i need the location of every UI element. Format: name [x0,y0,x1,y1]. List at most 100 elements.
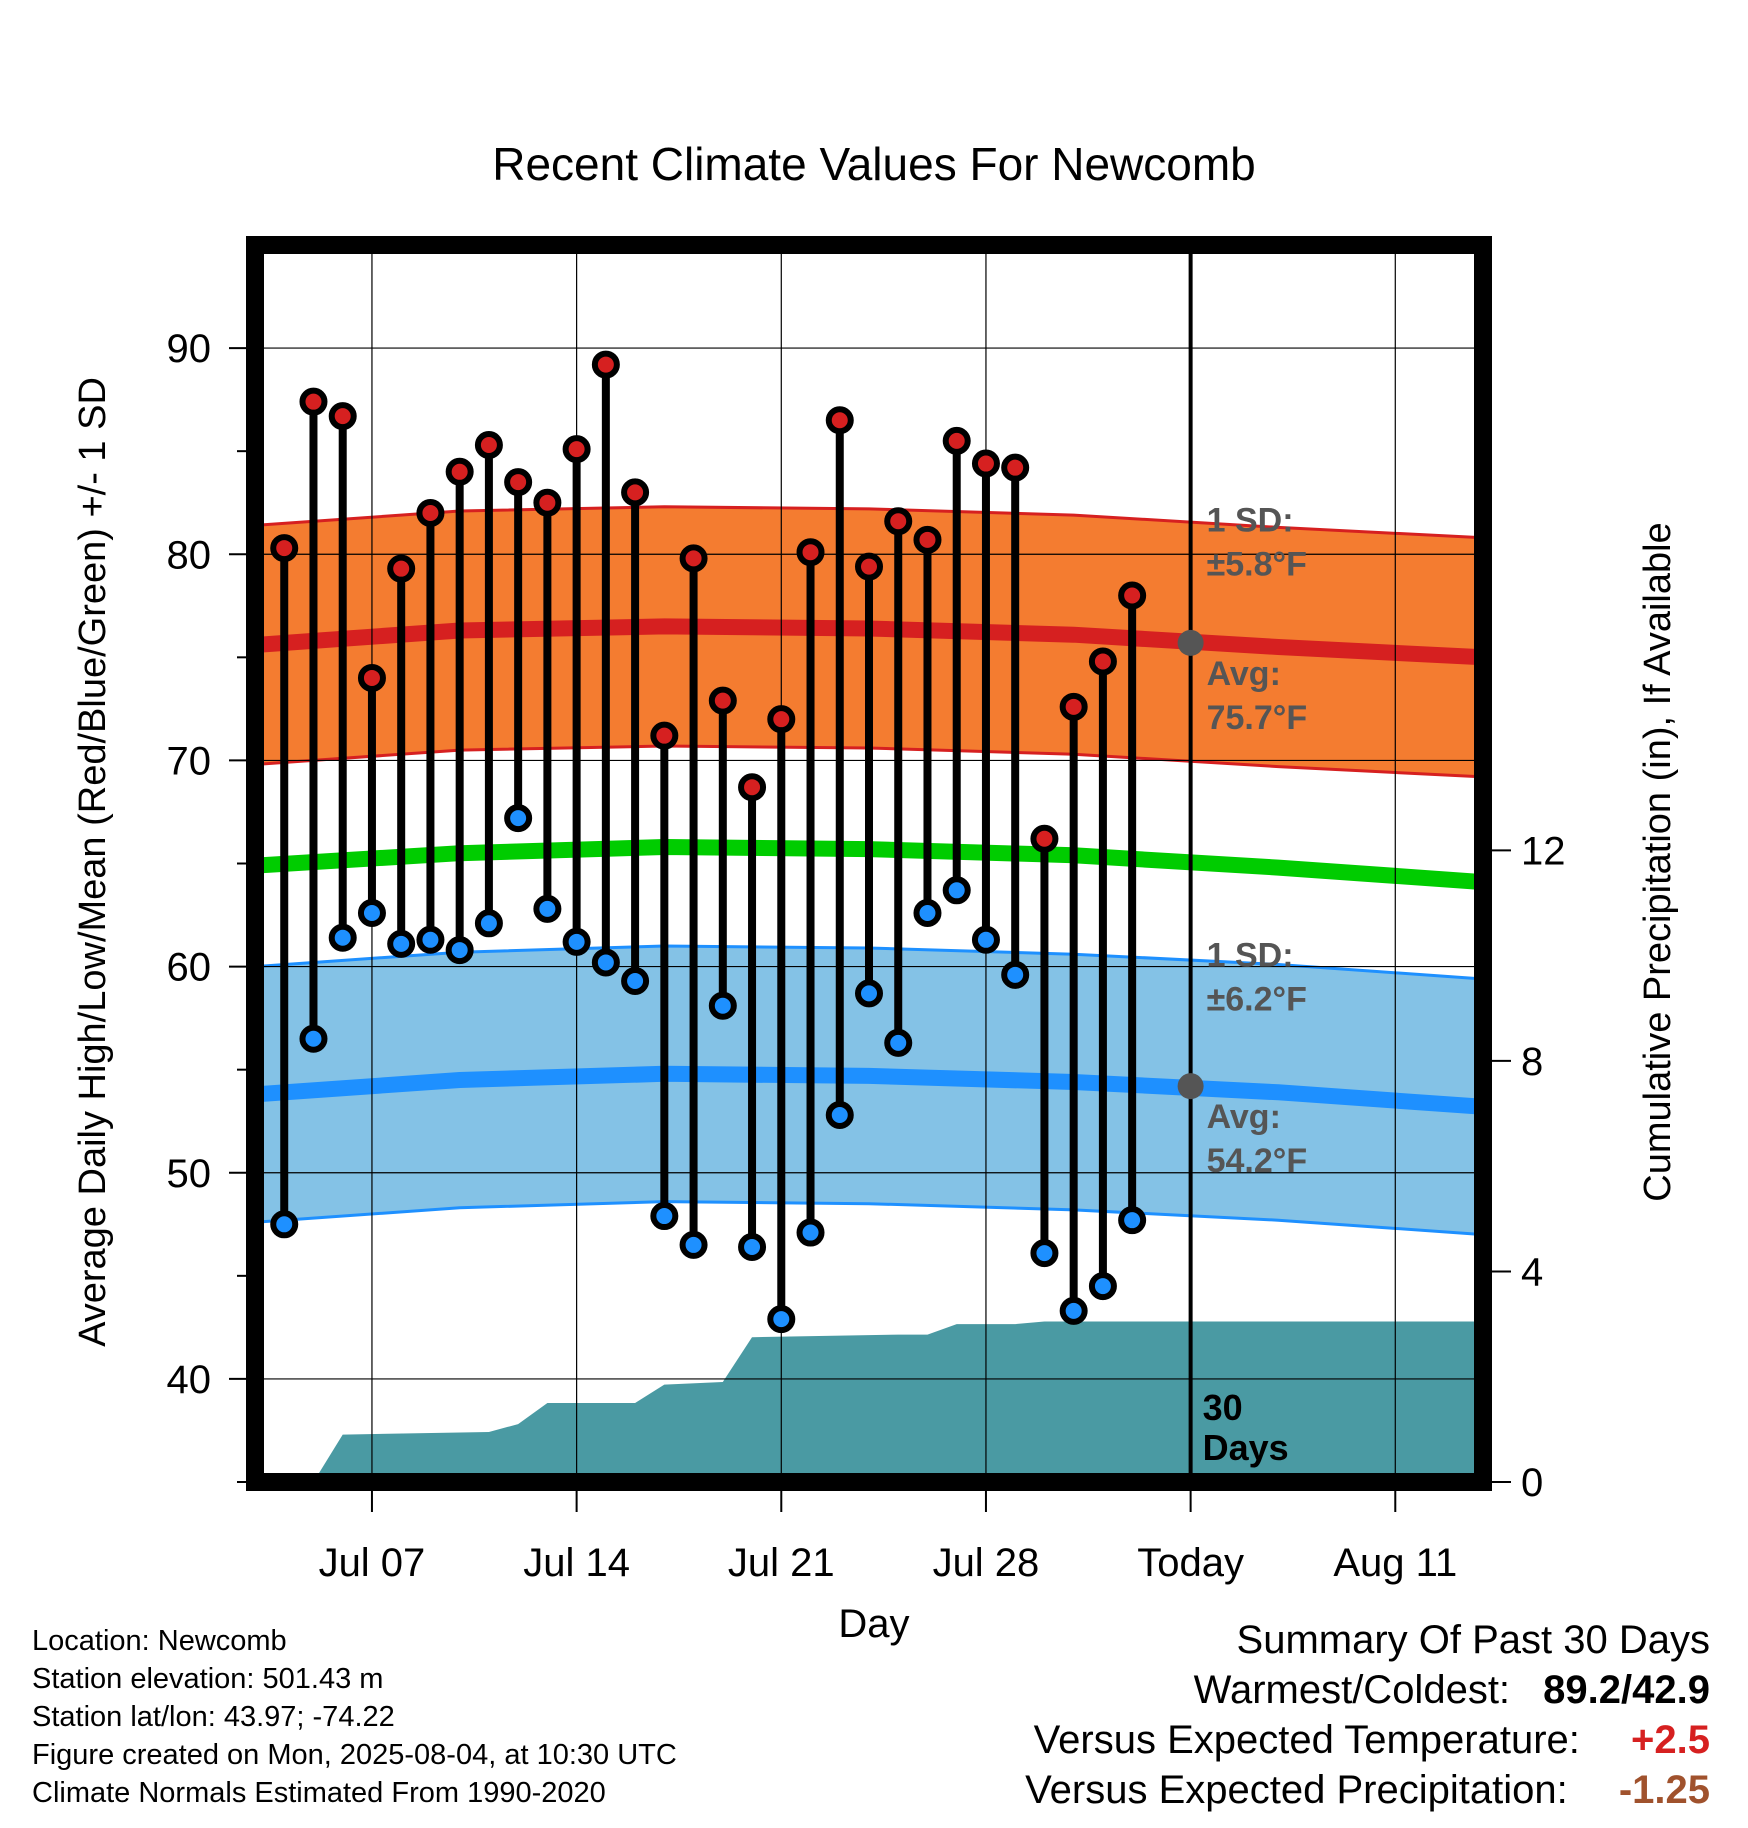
y-tick-label: 90 [167,327,212,371]
summary-heading: Summary Of Past 30 Days [1236,1618,1710,1662]
daily-high-point [270,534,299,563]
daily-low-point [708,991,737,1020]
high-avg-value: 75.7°F [1207,699,1308,737]
daily-high-point [533,488,562,517]
daily-high-point [942,426,971,455]
daily-low-point [416,925,445,954]
high-sd-label: 1 SD: [1207,501,1294,539]
daily-low-point [738,1232,767,1261]
daily-high-point [504,468,533,497]
daily-high-point [708,686,737,715]
daily-low-point [1001,960,1030,989]
daily-low-point [504,804,533,833]
daily-high-point [825,406,854,435]
daily-low-point [270,1210,299,1239]
precip-label: Versus Expected Precipitation: [1025,1768,1568,1812]
daily-high-point [971,449,1000,478]
daily-high-point [562,435,591,464]
daily-low-point [650,1202,679,1231]
daily-high-point [1030,824,1059,853]
daily-high-point [1001,453,1030,482]
daily-low-point [357,898,386,927]
daily-high-point [1118,581,1147,610]
summary-warm-cold: Warmest/Coldest: 89.2/42.9 [1194,1668,1710,1713]
y2-tick-label: 0 [1521,1461,1543,1505]
high-sd-value: ±5.8°F [1207,545,1307,583]
daily-low-point [299,1024,328,1053]
summary-temp: Versus Expected Temperature: +2.5 [1034,1718,1710,1763]
daily-low-point [855,979,883,1008]
y-tick-label: 40 [167,1358,212,1402]
y-axis-title: Average Daily High/Low/Mean (Red/Blue/Gr… [72,377,114,1347]
plot-frame [246,236,1492,1491]
daily-high-point [855,552,883,581]
daily-high-point [387,554,416,583]
temp-value: +2.5 [1631,1718,1710,1762]
plot-area: 1 SD: ±5.8°F Avg: 75.7°F 1 SD: ±6.2°F Avg: 54.2… [167,236,1566,1585]
daily-high-point [738,773,767,802]
y2-axis-title: Cumulative Precipitation (in), If Availa… [1637,522,1679,1201]
x-tick-label: Jul 14 [523,1541,630,1585]
y2-tick-label: 4 [1521,1250,1543,1294]
x-tick-label: Today [1137,1541,1244,1585]
precipitation-area [313,1321,1483,1482]
daily-low-point [942,876,971,905]
x-tick-label: Jul 21 [728,1541,835,1585]
daily-low-point [1088,1272,1117,1301]
warm-cold-value: 89.2/42.9 [1543,1668,1710,1712]
daily-high-point [357,663,386,692]
daily-high-point [767,705,796,734]
x-tick-label: Jul 28 [933,1541,1040,1585]
station-info: Location: Newcomb Station elevation: 501… [32,1622,677,1812]
daily-low-point [1118,1206,1147,1235]
daily-high-point [328,402,357,431]
info-elevation: Station elevation: 501.43 m [32,1663,384,1695]
daily-high-point [299,387,328,416]
info-latlon: Station lat/lon: 43.97; -74.22 [32,1701,395,1733]
y-tick-label: 80 [167,533,212,577]
y2-tick-label: 8 [1521,1040,1543,1084]
daily-low-point [591,948,620,977]
daily-low-point [971,925,1000,954]
daily-low-point [913,898,942,927]
low-sd-value: ±6.2°F [1207,980,1307,1018]
daily-high-point [679,544,708,573]
daily-low-point [1059,1296,1088,1325]
daily-high-point [591,350,620,379]
low-avg-label: Avg: [1207,1098,1281,1136]
today-low-average-marker [1177,1073,1204,1100]
x-tick-label: Aug 11 [1333,1541,1457,1585]
daily-low-point [562,927,591,956]
daily-low-point [767,1305,796,1334]
low-sd-band [255,944,1483,1237]
y-tick-label: 60 [167,946,212,990]
low-average-line [255,1065,1483,1115]
daily-high-point [416,499,445,528]
temp-label: Versus Expected Temperature: [1033,1718,1580,1762]
daily-high-point [913,525,942,554]
high-avg-label: Avg: [1207,655,1281,693]
warm-cold-label: Warmest/Coldest: [1193,1668,1511,1712]
info-location: Location: Newcomb [32,1625,287,1657]
daily-high-point [621,478,650,507]
daily-low-point [796,1218,825,1247]
daily-high-point [884,507,913,536]
x-tick-label: Jul 07 [319,1541,426,1585]
daily-low-point [1030,1239,1059,1268]
daily-high-point [474,430,503,459]
daily-high-point [1059,692,1088,721]
low-avg-value: 54.2°F [1207,1142,1308,1180]
days-count-number: 30 [1203,1387,1243,1428]
daily-high-point [445,457,474,486]
low-sd-label: 1 SD: [1207,936,1294,974]
daily-low-point [387,929,416,958]
today-high-average-marker [1177,629,1204,656]
x-axis-title: Day [838,1602,909,1646]
daily-high-point [796,538,825,567]
chart-title: Recent Climate Values For Newcomb [492,138,1256,190]
y-tick-label: 70 [167,739,212,783]
summary-precip: Versus Expected Precipitation: -1.25 [1025,1768,1710,1813]
daily-high-point [650,721,679,750]
daily-low-point [621,967,650,996]
